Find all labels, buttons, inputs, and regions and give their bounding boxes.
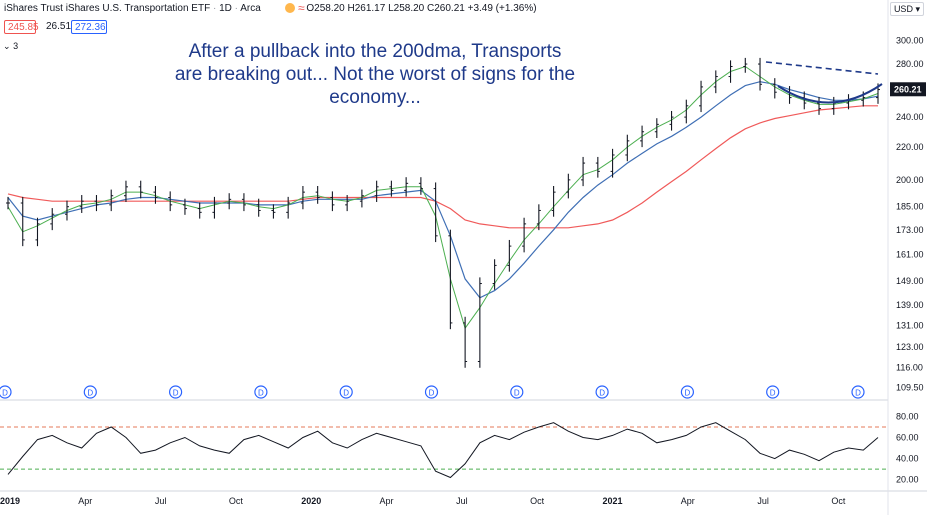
time-tick-label: Apr bbox=[681, 496, 695, 506]
time-tick-label: Apr bbox=[380, 496, 394, 506]
dividend-label: D bbox=[173, 389, 179, 398]
rsi-tick-label: 60.00 bbox=[896, 432, 919, 442]
ma50-value-badge: 272.36 bbox=[71, 20, 107, 34]
time-tick-label: Oct bbox=[229, 496, 244, 506]
dividend-marker[interactable]: D bbox=[424, 385, 439, 399]
dividend-marker[interactable]: D bbox=[83, 385, 97, 399]
dividend-icon bbox=[851, 385, 865, 399]
price-tick-label: 280.00 bbox=[896, 59, 924, 69]
dividend-marker[interactable]: D bbox=[169, 385, 183, 399]
dividend-icon bbox=[83, 385, 97, 399]
price-tick-label: 240.00 bbox=[896, 112, 924, 122]
annotation-line-1: After a pullback into the 200dma, Transp… bbox=[189, 41, 562, 62]
price-tick-label: 131.00 bbox=[896, 321, 924, 331]
price-tick-label: 300.00 bbox=[896, 35, 924, 45]
dividend-marker[interactable]: D bbox=[339, 385, 353, 399]
time-tick-label: Jul bbox=[155, 496, 167, 506]
time-tick-label: Oct bbox=[831, 496, 846, 506]
dividend-icon bbox=[0, 385, 12, 399]
price-tick-label: 139.00 bbox=[896, 300, 924, 310]
rsi-tick-label: 40.00 bbox=[896, 454, 919, 464]
ohlc-readout: O258.20 H261.17 L258.20 C260.21 +3.49 (+… bbox=[306, 3, 537, 14]
market-status-icon[interactable] bbox=[285, 3, 295, 13]
dividend-label: D bbox=[258, 389, 264, 398]
collapse-count: 3 bbox=[13, 41, 19, 51]
dividend-icon bbox=[595, 385, 609, 399]
dividend-marker[interactable]: D bbox=[680, 385, 695, 399]
time-tick-label: Oct bbox=[530, 496, 545, 506]
annotation-line-3: economy... bbox=[329, 87, 421, 108]
chevron-down-icon: ▾ bbox=[915, 4, 920, 14]
exchange-label: Arca bbox=[240, 3, 261, 14]
dividend-marker[interactable]: D bbox=[510, 385, 524, 399]
dividend-label: D bbox=[2, 389, 8, 398]
dividend-marker[interactable]: D bbox=[254, 385, 268, 399]
price-tick-label: 161.00 bbox=[896, 250, 924, 260]
time-tick-label: Jul bbox=[757, 496, 769, 506]
rsi-tick-label: 20.00 bbox=[896, 475, 919, 485]
dividend-label: D bbox=[343, 389, 349, 398]
ma200-value-badge: 245.85 bbox=[4, 20, 39, 34]
dividend-icon bbox=[424, 385, 439, 399]
dividend-icon bbox=[169, 385, 183, 399]
time-tick-label: 2021 bbox=[602, 496, 622, 506]
price-tick-label: 116.00 bbox=[896, 362, 923, 372]
ma200-line bbox=[7, 105, 878, 229]
price-tick-label: 220.00 bbox=[896, 142, 924, 152]
chevron-down-icon: ⌄ bbox=[3, 41, 11, 51]
time-tick-label: 2020 bbox=[301, 496, 321, 506]
mid-value-badge: 26.51 bbox=[46, 21, 72, 32]
last-price-label: 260.21 bbox=[894, 84, 922, 94]
dividend-label: D bbox=[599, 389, 605, 398]
annotation-line-2: are breaking out... Not the worst of sig… bbox=[175, 64, 575, 85]
dividend-marker[interactable]: D bbox=[851, 385, 865, 399]
time-tick-label: 2019 bbox=[0, 496, 20, 506]
dividend-label: D bbox=[87, 389, 93, 398]
symbol-title[interactable]: iShares Trust iShares U.S. Transportatio… bbox=[4, 3, 211, 14]
currency-label: USD bbox=[893, 4, 913, 14]
chart-header: iShares Trust iShares U.S. Transportatio… bbox=[4, 3, 537, 14]
dividend-label: D bbox=[855, 389, 861, 398]
breakout-cup-arc bbox=[777, 83, 883, 104]
rsi-tick-label: 80.00 bbox=[896, 411, 919, 421]
dividend-marker[interactable]: D bbox=[0, 385, 12, 399]
ma50-line bbox=[7, 81, 879, 299]
interval-label[interactable]: 1D bbox=[219, 3, 232, 14]
price-tick-label: 149.00 bbox=[896, 276, 924, 286]
dividend-marker[interactable]: D bbox=[766, 385, 780, 399]
dividend-icon bbox=[254, 385, 268, 399]
price-tick-label: 185.00 bbox=[896, 202, 924, 212]
dividend-icon bbox=[339, 385, 353, 399]
dividend-marker[interactable]: D bbox=[595, 385, 609, 399]
price-tick-label: 109.50 bbox=[896, 382, 924, 392]
dividend-icon bbox=[766, 385, 780, 399]
dividend-label: D bbox=[685, 389, 691, 398]
price-tick-label: 200.00 bbox=[896, 175, 924, 185]
currency-selector[interactable]: USD ▾ bbox=[889, 2, 924, 16]
dividend-label: D bbox=[770, 389, 776, 398]
dividend-icon bbox=[510, 385, 524, 399]
ma20-line bbox=[7, 65, 879, 330]
dividend-icon bbox=[680, 385, 695, 399]
breakout-trendline bbox=[765, 61, 879, 75]
price-tick-label: 173.00 bbox=[896, 225, 924, 235]
wave-icon[interactable]: ≈ bbox=[298, 1, 305, 15]
price-tick-label: 123.00 bbox=[896, 342, 924, 352]
rsi-line bbox=[7, 422, 879, 479]
dividend-label: D bbox=[429, 389, 435, 398]
indicator-collapse-toggle[interactable]: ⌄ 3 bbox=[3, 40, 25, 52]
time-tick-label: Jul bbox=[456, 496, 468, 506]
last-price-badge bbox=[890, 82, 926, 97]
dividend-label: D bbox=[514, 389, 520, 398]
time-tick-label: Apr bbox=[78, 496, 92, 506]
